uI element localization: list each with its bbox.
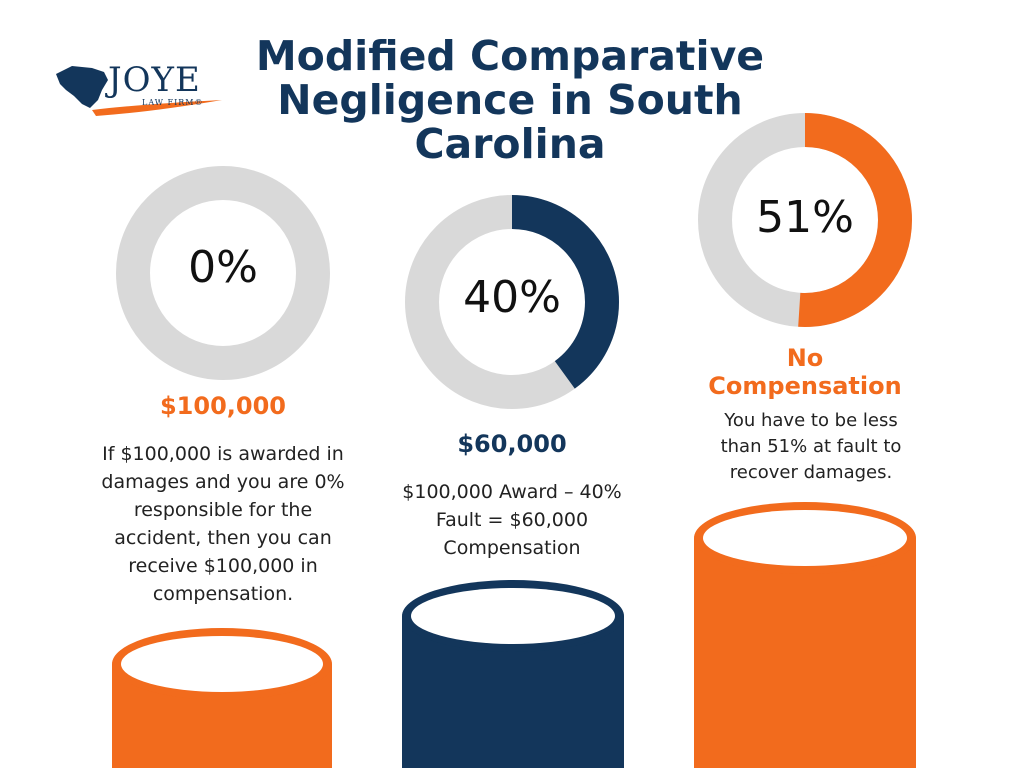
description-0: If $100,000 is awarded in damages and yo… bbox=[101, 443, 345, 605]
percent-label-40: 40% bbox=[463, 272, 561, 323]
amount-label-0: $100,000 bbox=[159, 392, 286, 420]
donut-arc bbox=[405, 195, 619, 409]
donut-track bbox=[116, 166, 330, 380]
description-1: $100,000 Award – 40% Fault = $60,000 Com… bbox=[402, 481, 622, 559]
description-2: You have to be less than 51% at fault to… bbox=[720, 410, 902, 483]
page-title: Modified Comparative Negligence in South… bbox=[255, 32, 765, 168]
cylinder-orange-1 bbox=[112, 628, 332, 768]
percent-label-51: 51% bbox=[756, 192, 854, 243]
amount-label-2: No Compensation bbox=[708, 344, 902, 400]
south-carolina-map-icon bbox=[56, 66, 222, 116]
logo-wordmark: JOYE bbox=[108, 60, 201, 100]
logo-subtitle: LAW FIRM® bbox=[142, 98, 204, 107]
percent-label-0: 0% bbox=[188, 242, 258, 293]
cylinder-orange-2 bbox=[694, 502, 916, 768]
cylinder-navy bbox=[402, 580, 624, 768]
donut-chart-0-percent bbox=[116, 166, 330, 380]
amount-label-1: $60,000 bbox=[457, 430, 567, 458]
donut-arc bbox=[698, 113, 912, 327]
donut-chart-40-percent bbox=[405, 195, 619, 409]
donut-chart-51-percent bbox=[698, 113, 912, 327]
